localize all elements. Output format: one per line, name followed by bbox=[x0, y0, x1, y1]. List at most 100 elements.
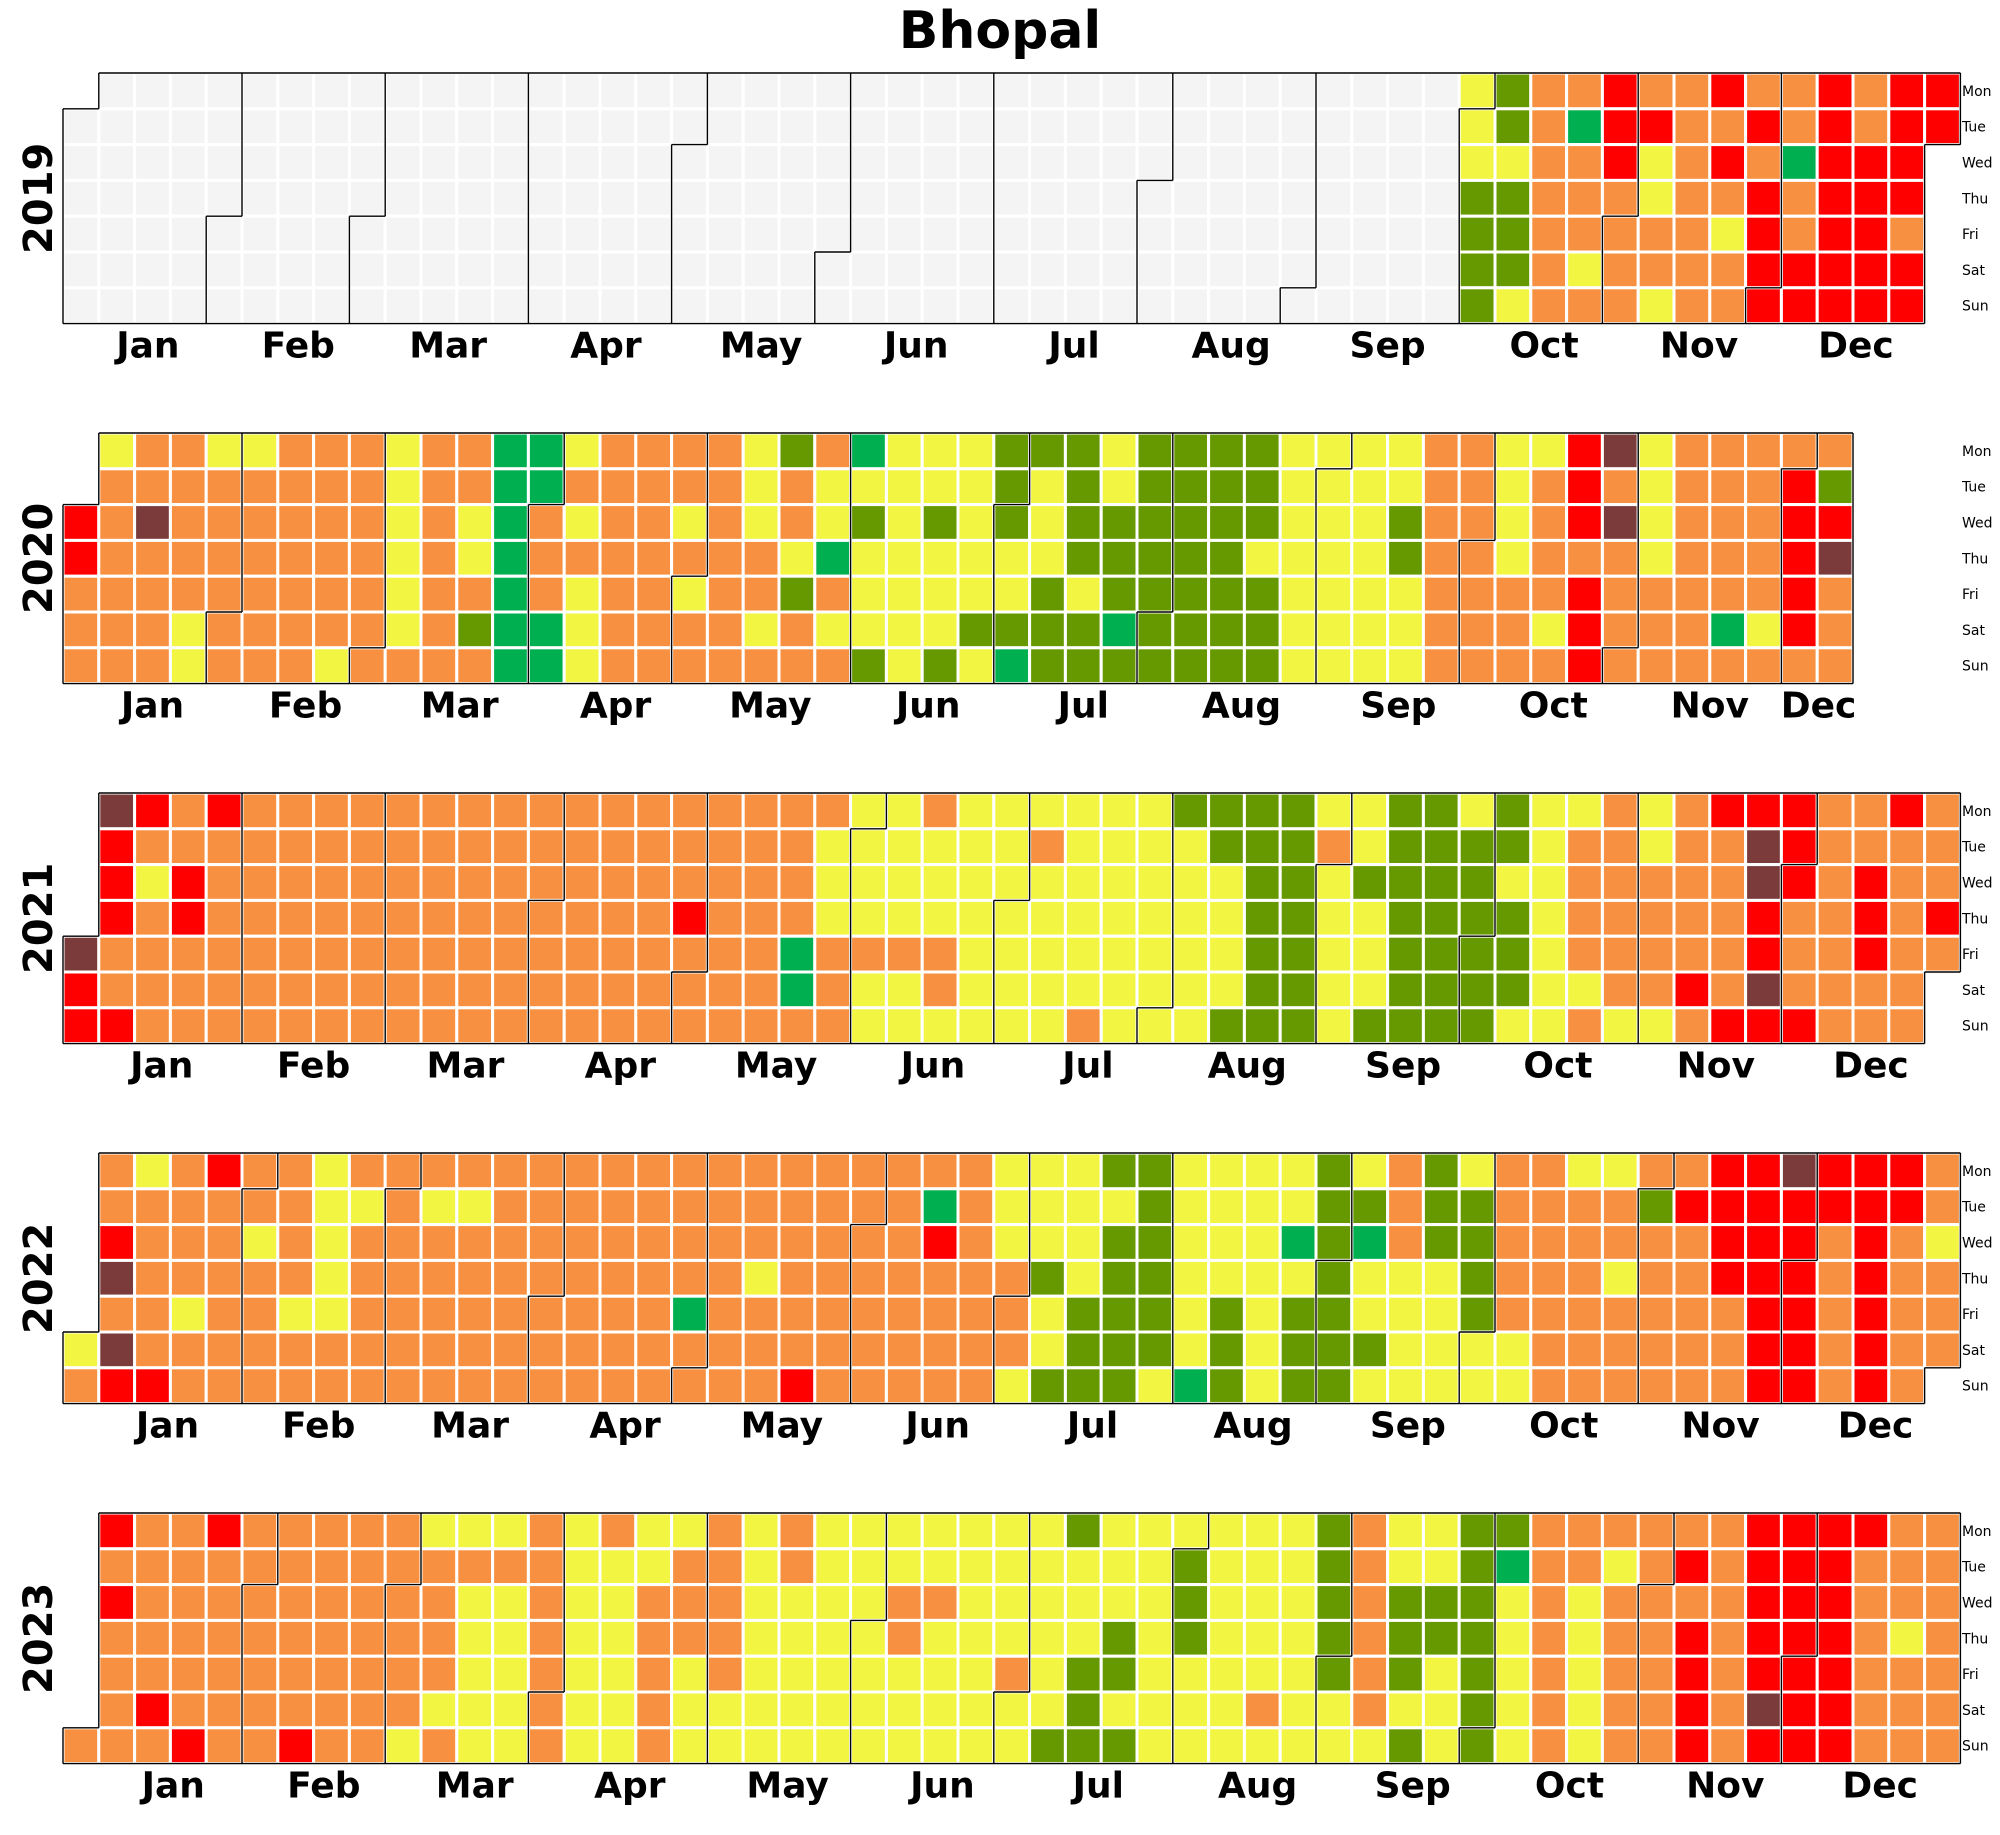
day-cell bbox=[491, 1294, 530, 1334]
day-cell bbox=[1815, 863, 1855, 902]
day-cell bbox=[1063, 1006, 1103, 1046]
day-cell bbox=[526, 898, 566, 938]
day-cell bbox=[634, 970, 674, 1010]
day-cell bbox=[1063, 1726, 1103, 1766]
day-cell bbox=[1600, 1258, 1640, 1298]
day-cell bbox=[1779, 143, 1819, 182]
day-cell bbox=[1350, 863, 1390, 902]
day-cell bbox=[1744, 107, 1783, 147]
day-cell bbox=[634, 178, 674, 218]
day-cell bbox=[240, 538, 280, 578]
day-cell bbox=[598, 1511, 638, 1551]
day-cell bbox=[1565, 610, 1604, 650]
day-cell bbox=[1565, 934, 1604, 974]
day-cell bbox=[1063, 286, 1103, 326]
day-cell bbox=[491, 286, 530, 326]
day-cell bbox=[1457, 431, 1497, 471]
day-cell bbox=[920, 1258, 960, 1298]
day-cell bbox=[1529, 1151, 1569, 1191]
day-cell bbox=[992, 791, 1032, 831]
day-cell bbox=[1242, 574, 1282, 614]
day-cell bbox=[1565, 1187, 1604, 1227]
day-cell bbox=[168, 178, 208, 218]
day-cell bbox=[1278, 1547, 1318, 1587]
day-cell bbox=[1028, 863, 1067, 902]
day-cell bbox=[455, 610, 495, 650]
day-cell bbox=[1278, 1258, 1318, 1298]
day-cell bbox=[562, 107, 602, 147]
day-cell bbox=[276, 107, 316, 147]
day-cell bbox=[455, 827, 495, 867]
day-cell bbox=[705, 574, 745, 614]
day-cell bbox=[1672, 1654, 1712, 1694]
day-cell bbox=[992, 71, 1032, 111]
day-cell bbox=[1529, 1006, 1569, 1046]
day-cell bbox=[741, 646, 781, 686]
day-cell bbox=[1063, 1187, 1103, 1227]
day-cell bbox=[312, 970, 351, 1010]
day-cell bbox=[1421, 503, 1461, 542]
day-cell bbox=[1278, 467, 1318, 507]
day-cell bbox=[133, 1618, 172, 1658]
day-cell bbox=[133, 107, 172, 147]
day-cell bbox=[1350, 71, 1390, 111]
day-cell bbox=[491, 1618, 530, 1658]
day-cell bbox=[419, 1726, 459, 1766]
day-cell bbox=[741, 107, 781, 147]
day-cell bbox=[1887, 250, 1927, 290]
day-cell bbox=[526, 1547, 566, 1587]
day-cell bbox=[1314, 286, 1354, 326]
day-cell bbox=[455, 1294, 495, 1334]
day-cell bbox=[1672, 1151, 1712, 1191]
day-cell bbox=[1314, 791, 1354, 831]
day-cell bbox=[849, 863, 888, 902]
day-cell bbox=[1421, 1726, 1461, 1766]
day-cell bbox=[204, 1151, 244, 1191]
day-cell bbox=[1171, 1511, 1211, 1551]
day-cell bbox=[204, 1294, 244, 1334]
day-cell bbox=[1708, 1294, 1748, 1334]
day-cell bbox=[419, 934, 459, 974]
day-cell bbox=[383, 1187, 423, 1227]
day-cell bbox=[133, 71, 172, 111]
day-cell bbox=[1529, 1654, 1569, 1694]
day-cell bbox=[1350, 1511, 1390, 1551]
day-cell bbox=[1350, 431, 1390, 471]
day-cell bbox=[1207, 71, 1246, 111]
day-cell bbox=[133, 791, 172, 831]
day-cell bbox=[1278, 1726, 1318, 1766]
day-cell bbox=[1386, 1006, 1425, 1046]
day-cell bbox=[1063, 503, 1103, 542]
day-cell bbox=[133, 1151, 172, 1191]
day-cell bbox=[1672, 1618, 1712, 1658]
day-cell bbox=[1887, 1654, 1927, 1694]
day-cell bbox=[1923, 898, 1962, 938]
day-cell bbox=[276, 1151, 316, 1191]
month-boundaries bbox=[62, 1512, 1962, 1765]
day-cell bbox=[920, 178, 960, 218]
day-cell bbox=[97, 538, 137, 578]
day-cell bbox=[240, 1330, 280, 1370]
day-cell bbox=[133, 1258, 172, 1298]
day-cell bbox=[1242, 431, 1282, 471]
day-cell bbox=[634, 1511, 674, 1551]
month-label: Jun bbox=[881, 326, 949, 367]
day-cell bbox=[204, 1006, 244, 1046]
day-cell bbox=[1063, 143, 1103, 182]
day-cell bbox=[1600, 970, 1640, 1010]
day-cell bbox=[168, 1294, 208, 1334]
day-cell bbox=[1278, 1618, 1318, 1658]
day-cell bbox=[1815, 1330, 1855, 1370]
day-cell bbox=[777, 791, 817, 831]
day-cell bbox=[956, 1726, 996, 1766]
day-cell bbox=[1314, 214, 1354, 254]
day-cell bbox=[813, 791, 853, 831]
day-cell bbox=[312, 1654, 351, 1694]
day-cell bbox=[562, 1690, 602, 1730]
day-cell bbox=[133, 1583, 172, 1622]
day-cell bbox=[1171, 610, 1211, 650]
day-cell bbox=[1529, 538, 1569, 578]
day-cell bbox=[1207, 107, 1246, 147]
day-cell bbox=[1887, 1618, 1927, 1658]
day-cell bbox=[1135, 646, 1175, 686]
